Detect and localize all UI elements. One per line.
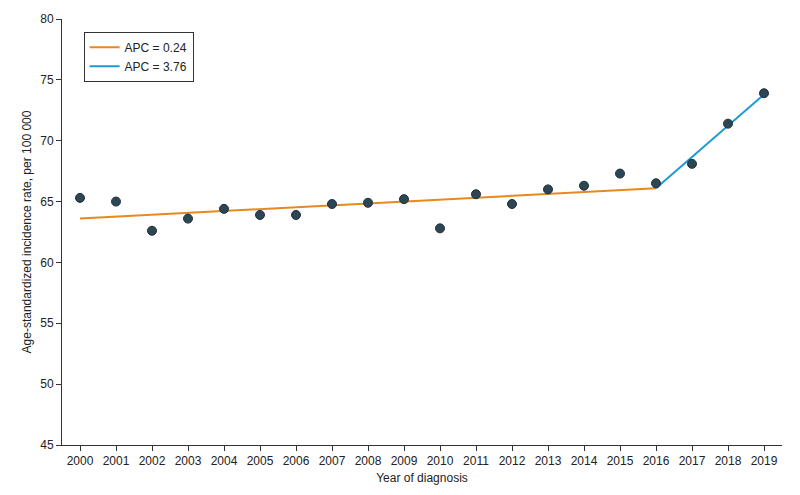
svg-text:APC = 3.76: APC = 3.76 [125,60,187,74]
svg-text:Year of diagnosis: Year of diagnosis [376,471,468,485]
svg-text:Age-standardized incidence rat: Age-standardized incidence rate, per 100… [20,110,34,353]
svg-text:45: 45 [40,438,54,452]
svg-text:2003: 2003 [175,454,202,468]
svg-text:2006: 2006 [283,454,310,468]
svg-text:55: 55 [40,316,54,330]
svg-text:2009: 2009 [391,454,418,468]
svg-text:APC = 0.24: APC = 0.24 [125,41,187,55]
svg-text:65: 65 [40,195,54,209]
svg-text:2004: 2004 [211,454,238,468]
svg-text:2015: 2015 [607,454,634,468]
svg-text:75: 75 [40,73,54,87]
svg-text:2000: 2000 [67,454,94,468]
svg-text:2012: 2012 [499,454,526,468]
svg-text:2008: 2008 [355,454,382,468]
svg-text:2014: 2014 [571,454,598,468]
svg-text:2017: 2017 [679,454,706,468]
svg-text:60: 60 [40,256,54,270]
svg-text:2005: 2005 [247,454,274,468]
svg-text:2018: 2018 [715,454,742,468]
svg-text:2007: 2007 [319,454,346,468]
svg-text:2002: 2002 [139,454,166,468]
svg-text:2010: 2010 [427,454,454,468]
svg-text:2016: 2016 [643,454,670,468]
svg-text:80: 80 [40,12,54,26]
svg-text:2011: 2011 [463,454,489,468]
svg-text:70: 70 [40,134,54,148]
svg-text:2001: 2001 [103,454,130,468]
svg-text:50: 50 [40,377,54,391]
svg-text:2013: 2013 [535,454,562,468]
svg-text:2019: 2019 [751,454,778,468]
